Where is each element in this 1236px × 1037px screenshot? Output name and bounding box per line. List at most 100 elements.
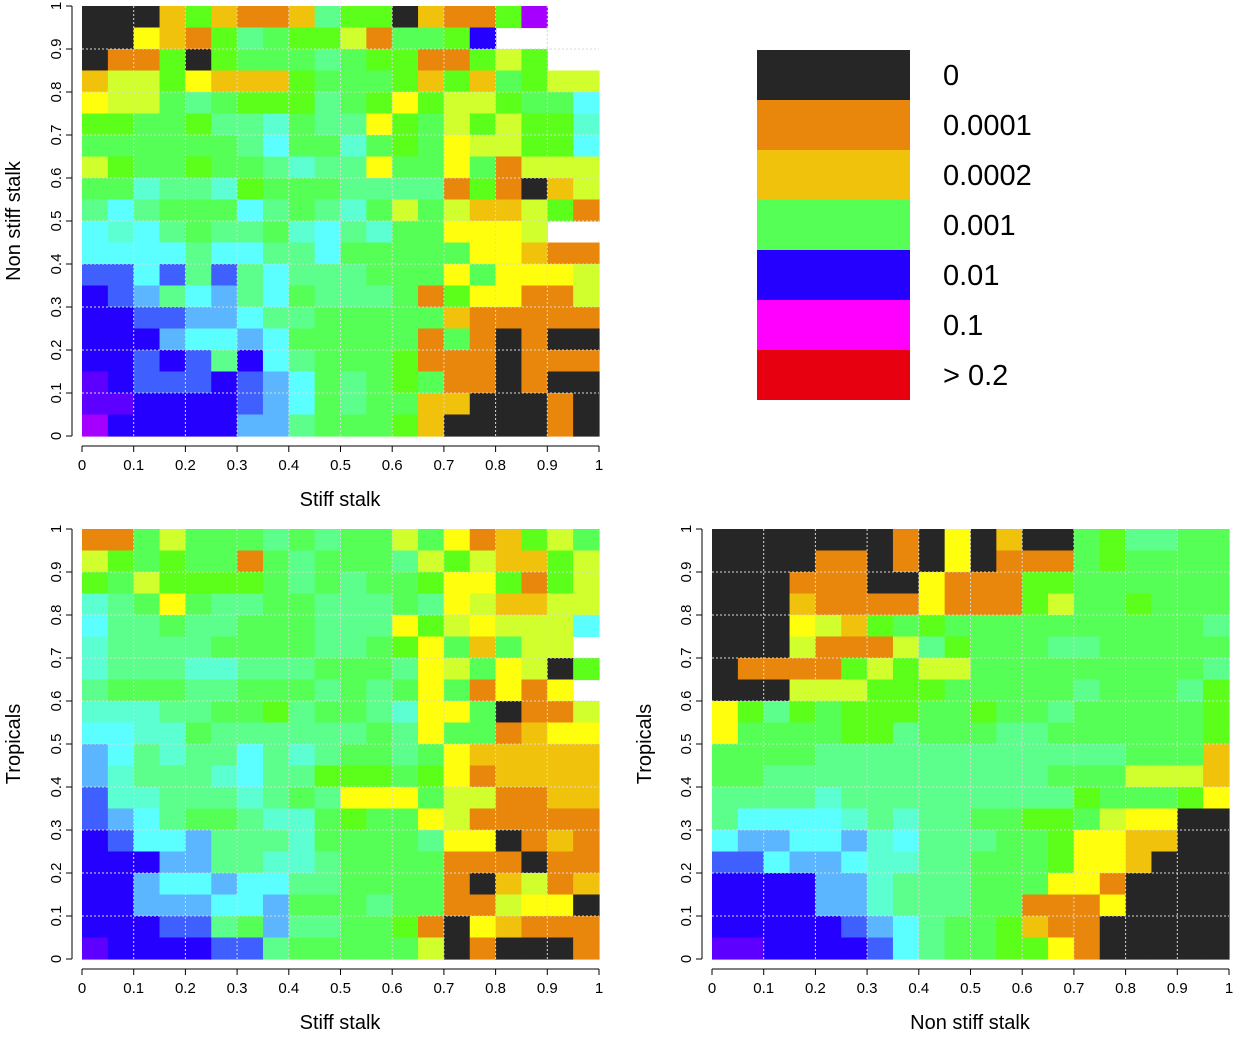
heatmap-cell bbox=[314, 787, 342, 810]
heatmap-cell bbox=[211, 851, 238, 874]
heatmap-cell bbox=[288, 371, 316, 394]
heatmap-cell bbox=[237, 393, 264, 416]
heatmap-cell bbox=[1073, 744, 1101, 767]
heatmap-cell bbox=[443, 27, 471, 50]
heatmap-cell bbox=[547, 529, 574, 552]
heatmap-cell bbox=[521, 393, 548, 416]
heatmap-cell bbox=[1099, 937, 1127, 960]
heatmap-cell bbox=[815, 916, 842, 939]
y-tick-label: 0.7 bbox=[48, 125, 65, 146]
y-tick-label: 0.7 bbox=[48, 648, 65, 669]
heatmap-cell bbox=[185, 414, 212, 437]
heatmap-cell bbox=[521, 350, 548, 373]
heatmap-cell bbox=[340, 156, 367, 179]
heatmap-cell bbox=[1125, 636, 1153, 659]
heatmap-cell bbox=[547, 264, 574, 287]
heatmap-cell bbox=[82, 744, 109, 767]
heatmap-cell bbox=[573, 285, 600, 308]
legend-swatch bbox=[757, 350, 910, 400]
heatmap-cell bbox=[392, 92, 419, 115]
heatmap-cell bbox=[340, 242, 367, 265]
heatmap-cell bbox=[944, 937, 972, 960]
heatmap-cell bbox=[262, 615, 290, 638]
heatmap-cell bbox=[211, 636, 238, 659]
heatmap-cell bbox=[1177, 529, 1204, 552]
heatmap-cell bbox=[763, 873, 791, 896]
heatmap-cell bbox=[366, 873, 393, 896]
x-tick-label: 0.7 bbox=[433, 980, 454, 997]
heatmap-cell bbox=[366, 658, 393, 681]
heatmap-cell bbox=[288, 307, 316, 330]
x-tick-label: 0.5 bbox=[330, 980, 351, 997]
heatmap-cell bbox=[469, 221, 497, 244]
heatmap-cell bbox=[573, 414, 600, 437]
heatmap-cell bbox=[712, 572, 739, 595]
heatmap-cell bbox=[392, 113, 419, 136]
heatmap-cell bbox=[159, 328, 186, 351]
heatmap-cell bbox=[737, 916, 765, 939]
heatmap-cell bbox=[314, 722, 342, 745]
heatmap-cell bbox=[133, 350, 161, 373]
heatmap-cell bbox=[573, 113, 600, 136]
heatmap-cell bbox=[418, 371, 445, 394]
heatmap-cell bbox=[211, 92, 238, 115]
heatmap-cell bbox=[185, 70, 212, 93]
heatmap-cell bbox=[1073, 851, 1101, 874]
heatmap-cell bbox=[443, 6, 471, 29]
heatmap-cell bbox=[547, 156, 574, 179]
heatmap-cell bbox=[107, 27, 135, 50]
heatmap-cell bbox=[944, 593, 972, 616]
heatmap-cell bbox=[918, 894, 946, 917]
heatmap-cell bbox=[815, 894, 842, 917]
heatmap-cell bbox=[159, 722, 186, 745]
heatmap-cell bbox=[712, 529, 739, 552]
heatmap-cell bbox=[392, 371, 419, 394]
heatmap-cell bbox=[996, 615, 1023, 638]
heatmap-cell bbox=[737, 830, 765, 853]
heatmap-cell bbox=[288, 572, 316, 595]
heatmap-cell bbox=[737, 937, 765, 960]
heatmap-cell bbox=[547, 307, 574, 330]
heatmap-bottom-left-y-ticks: 0 0.1 0.2 0.3 0.4 0.5 0.6 0.7 0.8 0.9 1 bbox=[48, 525, 73, 963]
heatmap-cell bbox=[418, 414, 445, 437]
x-tick-label: 0.7 bbox=[433, 457, 454, 474]
heatmap-cell bbox=[1048, 615, 1075, 638]
heatmap-cell bbox=[237, 765, 264, 788]
heatmap-cell bbox=[1151, 550, 1178, 573]
heatmap-cell bbox=[418, 113, 445, 136]
heatmap-cell bbox=[521, 830, 548, 853]
heatmap-cell bbox=[443, 873, 471, 896]
heatmap-cell bbox=[469, 285, 497, 308]
heatmap-cell bbox=[944, 550, 972, 573]
heatmap-cell bbox=[159, 636, 186, 659]
heatmap-cell bbox=[443, 393, 471, 416]
heatmap-cell bbox=[573, 156, 600, 179]
heatmap-cell bbox=[237, 70, 264, 93]
heatmap-cell bbox=[262, 550, 290, 573]
heatmap-cell bbox=[970, 787, 997, 810]
heatmap-cell bbox=[288, 851, 316, 874]
heatmap-cell bbox=[841, 593, 868, 616]
heatmap-cell bbox=[1203, 722, 1230, 745]
heatmap-cell bbox=[340, 701, 367, 724]
heatmap-cell bbox=[185, 937, 212, 960]
heatmap-cell bbox=[1099, 615, 1127, 638]
heatmap-cell bbox=[262, 178, 290, 201]
heatmap-cell bbox=[495, 328, 523, 351]
heatmap-cell bbox=[1151, 851, 1178, 874]
heatmap-cell bbox=[1099, 787, 1127, 810]
heatmap-cell bbox=[469, 722, 497, 745]
x-tick-label: 0.3 bbox=[227, 457, 248, 474]
heatmap-cell bbox=[159, 135, 186, 158]
heatmap-cell bbox=[107, 679, 135, 702]
heatmap-top-left-cells bbox=[82, 6, 600, 437]
heatmap-cell bbox=[159, 49, 186, 72]
heatmap-cell bbox=[133, 307, 161, 330]
heatmap-cell bbox=[469, 851, 497, 874]
heatmap-cell bbox=[340, 615, 367, 638]
heatmap-cell bbox=[185, 851, 212, 874]
heatmap-cell bbox=[469, 371, 497, 394]
heatmap-cell bbox=[469, 701, 497, 724]
legend-label: 0.1 bbox=[943, 310, 983, 342]
heatmap-cell bbox=[1151, 916, 1178, 939]
